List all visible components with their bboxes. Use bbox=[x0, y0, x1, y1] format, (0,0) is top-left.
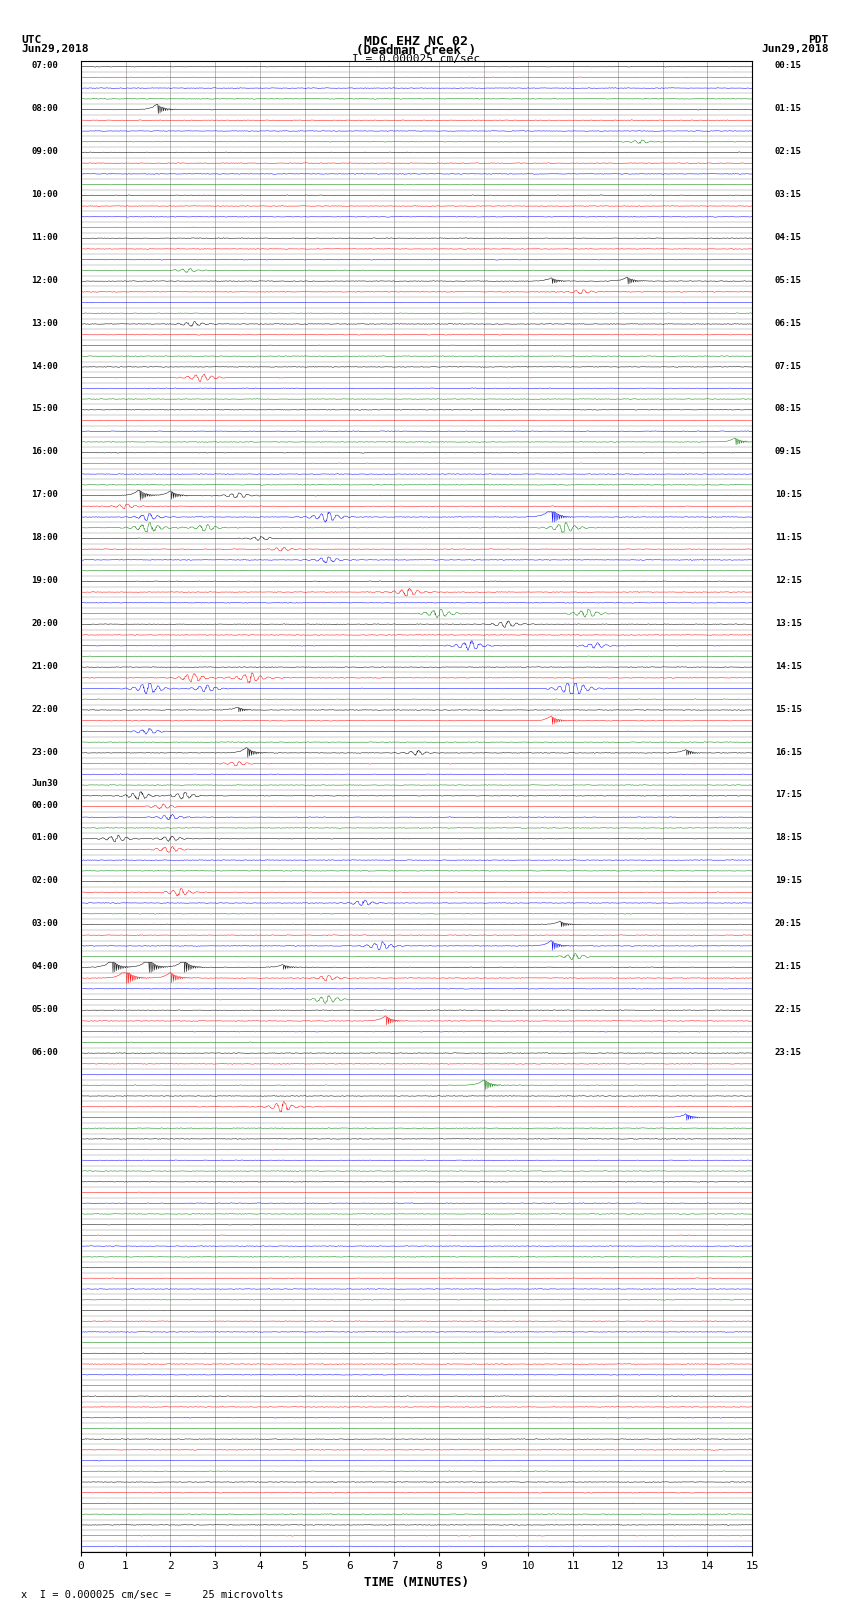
Text: 17:15: 17:15 bbox=[774, 790, 802, 800]
Text: 12:15: 12:15 bbox=[774, 576, 802, 586]
Text: 07:00: 07:00 bbox=[31, 61, 59, 71]
Text: x  I = 0.000025 cm/sec =     25 microvolts: x I = 0.000025 cm/sec = 25 microvolts bbox=[21, 1590, 284, 1600]
Text: 06:00: 06:00 bbox=[31, 1048, 59, 1057]
Text: UTC: UTC bbox=[21, 35, 42, 45]
Text: 23:15: 23:15 bbox=[774, 1048, 802, 1057]
Text: 23:00: 23:00 bbox=[31, 747, 59, 756]
Text: 08:00: 08:00 bbox=[31, 105, 59, 113]
Text: 15:15: 15:15 bbox=[774, 705, 802, 713]
Text: 18:15: 18:15 bbox=[774, 834, 802, 842]
Text: 22:15: 22:15 bbox=[774, 1005, 802, 1015]
Text: 15:00: 15:00 bbox=[31, 405, 59, 413]
Text: 00:15: 00:15 bbox=[774, 61, 802, 71]
Text: 16:15: 16:15 bbox=[774, 747, 802, 756]
Text: 03:15: 03:15 bbox=[774, 190, 802, 198]
Text: 01:15: 01:15 bbox=[774, 105, 802, 113]
Text: MDC EHZ NC 02: MDC EHZ NC 02 bbox=[365, 35, 468, 48]
Text: 20:15: 20:15 bbox=[774, 919, 802, 927]
Text: 04:00: 04:00 bbox=[31, 961, 59, 971]
Text: 02:00: 02:00 bbox=[31, 876, 59, 886]
Text: 14:15: 14:15 bbox=[774, 661, 802, 671]
Text: 10:00: 10:00 bbox=[31, 190, 59, 198]
Text: 06:15: 06:15 bbox=[774, 319, 802, 327]
Text: 21:15: 21:15 bbox=[774, 961, 802, 971]
Text: 07:15: 07:15 bbox=[774, 361, 802, 371]
Text: 18:00: 18:00 bbox=[31, 532, 59, 542]
Text: 11:15: 11:15 bbox=[774, 532, 802, 542]
Text: 11:00: 11:00 bbox=[31, 232, 59, 242]
Text: 19:15: 19:15 bbox=[774, 876, 802, 886]
Text: 20:00: 20:00 bbox=[31, 619, 59, 627]
Text: 22:00: 22:00 bbox=[31, 705, 59, 713]
Text: 03:00: 03:00 bbox=[31, 919, 59, 927]
Text: 09:00: 09:00 bbox=[31, 147, 59, 156]
Text: PDT: PDT bbox=[808, 35, 829, 45]
Text: 10:15: 10:15 bbox=[774, 490, 802, 498]
Text: 13:00: 13:00 bbox=[31, 319, 59, 327]
Text: 05:00: 05:00 bbox=[31, 1005, 59, 1015]
Text: 00:00: 00:00 bbox=[31, 802, 59, 810]
Text: 16:00: 16:00 bbox=[31, 447, 59, 456]
Text: 02:15: 02:15 bbox=[774, 147, 802, 156]
Text: Jun30: Jun30 bbox=[31, 779, 59, 789]
Text: Jun29,2018: Jun29,2018 bbox=[21, 44, 88, 55]
Text: 01:00: 01:00 bbox=[31, 834, 59, 842]
Text: 19:00: 19:00 bbox=[31, 576, 59, 586]
Text: 17:00: 17:00 bbox=[31, 490, 59, 498]
Text: 21:00: 21:00 bbox=[31, 661, 59, 671]
Text: 13:15: 13:15 bbox=[774, 619, 802, 627]
X-axis label: TIME (MINUTES): TIME (MINUTES) bbox=[364, 1576, 469, 1589]
Text: 12:00: 12:00 bbox=[31, 276, 59, 286]
Text: 05:15: 05:15 bbox=[774, 276, 802, 286]
Text: Jun29,2018: Jun29,2018 bbox=[762, 44, 829, 55]
Text: 04:15: 04:15 bbox=[774, 232, 802, 242]
Text: 09:15: 09:15 bbox=[774, 447, 802, 456]
Text: (Deadman Creek ): (Deadman Creek ) bbox=[356, 44, 477, 58]
Text: 08:15: 08:15 bbox=[774, 405, 802, 413]
Text: I = 0.000025 cm/sec: I = 0.000025 cm/sec bbox=[353, 53, 480, 65]
Text: 14:00: 14:00 bbox=[31, 361, 59, 371]
